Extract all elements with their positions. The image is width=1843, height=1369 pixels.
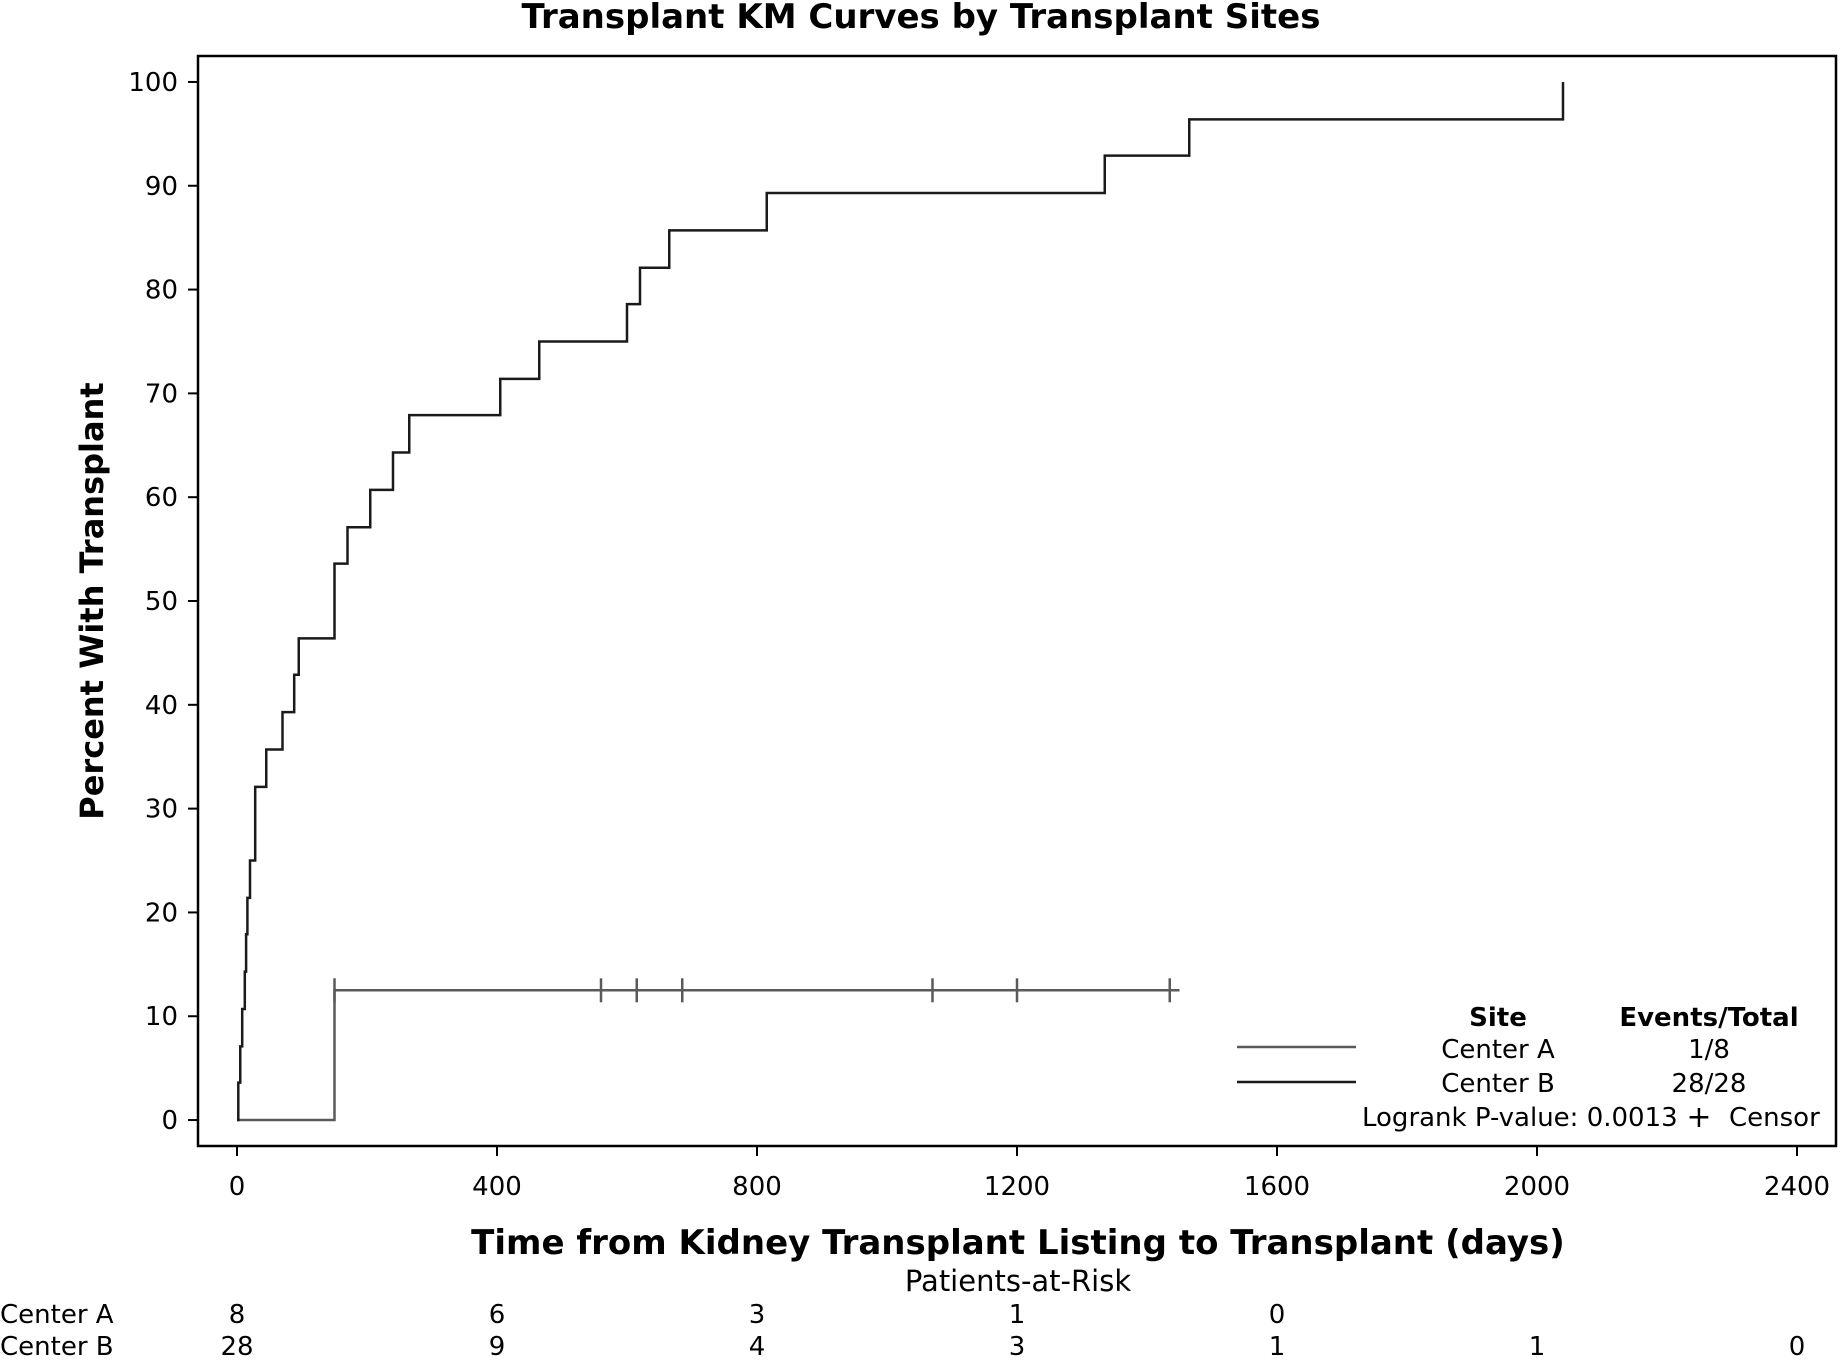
risk-table-values: 8 6 3 1 028 9 4 3 1 1 0 [220,1300,1805,1362]
legend-header-site: Site [1469,1003,1527,1033]
y-axis: 0 10 20 30 40 50 60 70 80 90 100 [128,68,198,1136]
series-layer [237,81,1565,1122]
x-axis-label: Time from Kidney Transplant Listing to T… [471,1223,1565,1263]
risk-value-center-b: 4 [749,1332,766,1362]
risk-value-center-b: 9 [489,1332,506,1362]
legend: Site Events/Total Center A 1/8 Center B … [1237,1003,1820,1135]
y-tick-label: 70 [145,379,178,409]
km-curve-center-b [237,81,1565,1122]
x-tick-label: 2400 [1764,1172,1830,1202]
km-curve-center-a [237,989,1180,1122]
x-tick-label: 0 [229,1172,246,1202]
risk-value-center-b: 0 [1789,1332,1806,1362]
y-tick-label: 50 [145,587,178,617]
risk-value-center-a: 1 [1009,1300,1026,1330]
legend-label-center-a: Center A [1441,1035,1555,1065]
x-tick-label: 2000 [1504,1172,1570,1202]
x-axis: 0 400 800 1200 1600 2000 2400 [229,1146,1830,1202]
risk-value-center-b: 28 [220,1332,253,1362]
y-tick-label: 100 [128,68,178,98]
y-tick-label: 60 [145,483,178,513]
risk-value-center-b: 1 [1269,1332,1286,1362]
y-tick-label: 0 [161,1106,178,1136]
x-tick-label: 1200 [984,1172,1050,1202]
legend-label-center-b: Center B [1441,1069,1555,1099]
y-tick-label: 30 [145,795,178,825]
risk-value-center-a: 0 [1269,1300,1286,1330]
y-tick-label: 80 [145,276,178,306]
risk-row-label-center-b: Center B [0,1332,114,1362]
logrank-pvalue: Logrank P-value: 0.0013 [1362,1103,1678,1133]
risk-value-center-b: 1 [1529,1332,1546,1362]
risk-value-center-b: 3 [1009,1332,1026,1362]
risk-value-center-a: 6 [489,1300,506,1330]
censor-legend-label: Censor [1729,1103,1820,1133]
risk-value-center-a: 8 [229,1300,246,1330]
y-tick-label: 10 [145,1002,178,1032]
y-tick-label: 40 [145,691,178,721]
risk-row-label-center-a: Center A [0,1300,114,1330]
legend-events-center-b: 28/28 [1672,1069,1747,1099]
censor-symbol-icon: + [1686,1100,1711,1135]
x-tick-label: 800 [732,1172,782,1202]
risk-value-center-a: 3 [749,1300,766,1330]
y-tick-label: 20 [145,898,178,928]
chart-title: Transplant KM Curves by Transplant Sites [522,0,1321,37]
y-tick-label: 90 [145,172,178,202]
legend-header-events: Events/Total [1619,1003,1798,1033]
x-tick-label: 400 [472,1172,522,1202]
x-tick-label: 1600 [1244,1172,1310,1202]
y-axis-label: Percent With Transplant [73,382,111,819]
legend-events-center-a: 1/8 [1688,1035,1730,1065]
risk-table-title: Patients-at-Risk [905,1264,1131,1298]
